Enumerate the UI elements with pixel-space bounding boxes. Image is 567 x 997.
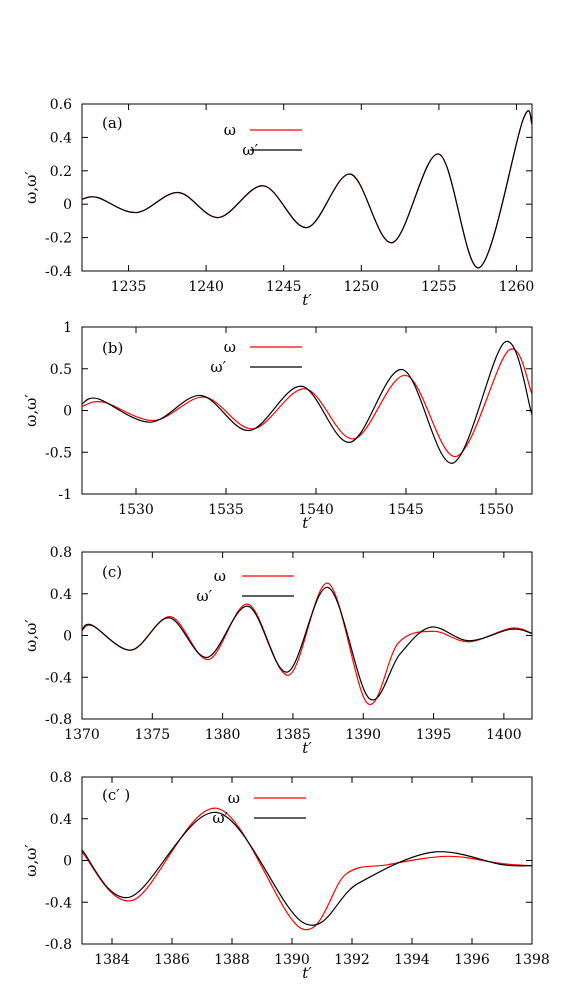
x-tick-label: 1394	[394, 952, 430, 968]
y-tick-label: 0	[63, 854, 72, 870]
x-tick-label: 1400	[486, 727, 522, 743]
x-tick-label: 1240	[188, 279, 224, 295]
x-tick-label: 1545	[388, 502, 424, 518]
y-tick-label: 0.8	[50, 545, 72, 561]
y-tick-label: -1	[58, 487, 72, 503]
y-axis-label: ω,ω′	[22, 619, 40, 652]
y-axis-label: ω,ω′	[22, 844, 40, 877]
y-tick-label: 0.2	[50, 164, 72, 180]
x-tick-label: 1390	[274, 952, 310, 968]
x-tick-label: 1540	[298, 502, 334, 518]
y-tick-label: 0.6	[50, 97, 72, 113]
chart-panel: 1530 1535 1540 1545 1550 -1 -0.5 0 0.5 1 (b) ω ω′ t′ ω…	[22, 320, 533, 532]
legend-label: ω′	[212, 809, 228, 827]
y-tick-label: 0.4	[50, 812, 72, 828]
plot-frame	[81, 776, 533, 945]
x-tick-label: 1245	[266, 279, 302, 295]
x-tick-label: 1375	[134, 727, 170, 743]
series-line-omega	[82, 110, 532, 269]
plot-frame	[81, 326, 533, 495]
x-tick-label: 1530	[118, 502, 154, 518]
series-line-omega-prime	[82, 586, 532, 701]
x-axis-label: t′	[302, 514, 312, 532]
chart-panel: 1235 1240 1245 1250 1255 1260 -0.4 -0.2 0 0.2 0.4 0…	[22, 97, 534, 309]
y-axis-label: ω,ω′	[22, 171, 40, 204]
x-tick-label: 1235	[111, 279, 147, 295]
x-tick-label: 1260	[499, 279, 535, 295]
legend-label: ω	[228, 789, 240, 807]
x-tick-label: 1384	[94, 952, 130, 968]
series-line-omega-prime	[82, 811, 532, 926]
x-axis-label: t′	[302, 739, 312, 757]
x-tick-label: 1388	[214, 952, 250, 968]
panel-label: (a)	[102, 114, 123, 132]
panel-label: (c)	[102, 563, 122, 581]
y-tick-label: -0.8	[45, 937, 72, 953]
series-line-omega-prime	[82, 341, 532, 464]
plot-frame	[81, 551, 533, 720]
y-tick-label: -0.4	[45, 670, 72, 686]
x-tick-label: 1255	[421, 279, 457, 295]
legend-label: ω′	[210, 358, 226, 376]
chart-panel: 1370 1375 1380 1385 1390 1395 1400 -0.8 -0.4 0 0.4…	[22, 545, 533, 757]
y-tick-label: 1	[63, 320, 72, 336]
y-tick-label: -0.2	[45, 231, 72, 247]
x-tick-label: 1550	[478, 502, 514, 518]
x-tick-label: 1380	[205, 727, 241, 743]
x-tick-label: 1386	[154, 952, 190, 968]
x-tick-label: 1535	[208, 502, 244, 518]
x-tick-label: 1392	[334, 952, 370, 968]
legend-label: ω	[224, 121, 236, 139]
x-tick-label: 1385	[275, 727, 311, 743]
x-axis-label: t′	[302, 964, 312, 982]
panel-label: (c′ )	[102, 786, 130, 804]
y-tick-label: 0.4	[50, 587, 72, 603]
x-tick-label: 1395	[416, 727, 452, 743]
y-tick-label: -0.5	[45, 445, 72, 461]
y-tick-label: -0.4	[45, 264, 72, 280]
legend-label: ω	[214, 567, 226, 585]
y-tick-label: 0.8	[50, 770, 72, 786]
x-tick-label: 1398	[514, 952, 550, 968]
panel-label: (b)	[102, 339, 123, 357]
series-line-omega	[82, 348, 532, 458]
series-line-omega	[82, 807, 532, 931]
x-tick-label: 1396	[454, 952, 490, 968]
y-tick-label: 0	[63, 629, 72, 645]
x-tick-label: 1390	[345, 727, 381, 743]
y-tick-label: -0.8	[45, 712, 72, 728]
plot-frame	[81, 103, 533, 272]
y-tick-label: 0	[63, 404, 72, 420]
y-tick-label: 0.4	[50, 130, 72, 146]
x-axis-label: t′	[302, 291, 312, 309]
y-tick-label: -0.4	[45, 895, 72, 911]
x-tick-label: 1370	[64, 727, 100, 743]
chart-panel: 1384 1386 1388 1390 1392 1394 1396 1398 -0.8 -0.4…	[22, 770, 550, 982]
series-line-omega-prime	[82, 110, 532, 269]
y-tick-label: 0	[63, 197, 72, 213]
legend-label: ω′	[196, 587, 212, 605]
legend-label: ω	[224, 338, 236, 356]
y-axis-label: ω,ω′	[22, 394, 40, 427]
series-line-omega	[82, 582, 532, 705]
y-tick-label: 0.5	[50, 362, 72, 378]
x-tick-label: 1250	[343, 279, 379, 295]
